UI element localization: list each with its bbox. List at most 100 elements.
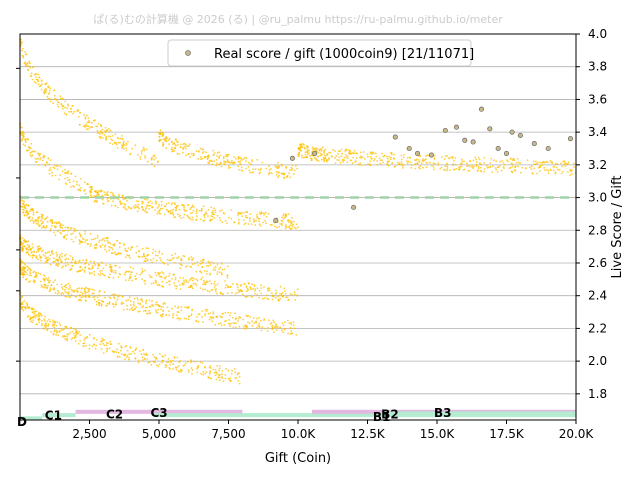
score-dot (42, 253, 45, 256)
score-dot (475, 158, 477, 161)
score-dot (376, 163, 378, 166)
rank-label-text: B1 (373, 410, 391, 424)
score-dot (520, 171, 522, 174)
score-dot (277, 161, 279, 164)
score-dot (92, 337, 95, 340)
score-dot (57, 101, 60, 104)
score-dot (126, 270, 128, 273)
y-tick-label: 3.4 (588, 125, 607, 139)
score-dot (161, 313, 164, 316)
score-dot (276, 165, 279, 168)
score-dot (29, 66, 31, 69)
score-dot (202, 148, 205, 151)
score-dot (35, 251, 38, 254)
score-dot (146, 306, 149, 309)
score-dot (95, 125, 97, 128)
score-dot (238, 291, 241, 293)
score-dot (111, 194, 114, 197)
score-dot (243, 283, 246, 285)
score-dot (258, 172, 261, 175)
score-dot (109, 273, 111, 275)
score-dot (414, 167, 417, 170)
score-dot (105, 305, 107, 307)
score-dot (293, 173, 295, 175)
score-dot (160, 138, 163, 141)
score-dot (190, 206, 193, 209)
score-dot (188, 217, 191, 220)
score-dot (179, 146, 182, 149)
score-dot (105, 135, 108, 138)
score-dot (90, 243, 92, 246)
score-dot (354, 161, 356, 163)
score-dot (41, 320, 43, 322)
real-score-point (392, 134, 398, 140)
score-dot (158, 132, 161, 134)
score-dot (284, 321, 286, 323)
score-dot (212, 316, 215, 319)
score-dot (191, 216, 194, 219)
score-dot (47, 157, 49, 160)
score-dot (87, 121, 90, 124)
score-dot (306, 153, 309, 156)
score-dot (446, 169, 449, 172)
score-dot (291, 217, 293, 219)
score-dot (196, 366, 199, 368)
score-dot (463, 160, 465, 163)
score-dot (181, 203, 184, 206)
score-dot (23, 273, 25, 276)
score-dot (416, 163, 419, 165)
score-dot (88, 333, 91, 336)
score-dot (26, 137, 29, 140)
score-dot (191, 279, 194, 282)
score-dot (96, 339, 98, 341)
score-dot (67, 282, 70, 285)
score-dot (108, 249, 110, 252)
score-dot (82, 345, 85, 348)
score-dot (255, 320, 257, 323)
score-dot (202, 370, 205, 373)
score-dot (37, 223, 40, 226)
credit-text: ぱ(る)むの計算機 @ 2026 (る) | @ru_palmu https:/… (93, 12, 503, 26)
score-dot (73, 185, 75, 188)
score-dot (74, 175, 77, 178)
score-dot (74, 334, 76, 337)
score-dot (42, 249, 44, 252)
score-dot (252, 287, 254, 290)
score-dot (94, 295, 97, 297)
score-dot (84, 241, 86, 244)
score-dot (135, 306, 138, 309)
score-dot (165, 275, 168, 278)
score-dot (100, 135, 102, 138)
score-dot (25, 53, 28, 56)
score-dot (77, 116, 80, 118)
score-dot (62, 105, 65, 108)
score-dot (298, 154, 301, 157)
score-dot (167, 202, 170, 204)
rank-label-text: B2 (381, 407, 399, 421)
score-dot (32, 222, 35, 224)
score-dot (58, 330, 61, 333)
score-dot (402, 156, 405, 159)
score-dot (525, 167, 527, 170)
score-dot (192, 218, 194, 221)
score-dot (177, 256, 180, 259)
score-dot (285, 215, 287, 218)
score-dot (210, 215, 213, 217)
score-dot (41, 83, 43, 86)
score-dot (33, 315, 36, 317)
score-dot (66, 176, 69, 179)
score-dot (88, 190, 91, 193)
score-dot (255, 213, 258, 216)
score-dot (76, 287, 79, 290)
score-dot (274, 323, 277, 326)
score-dot (49, 254, 51, 256)
score-dot (55, 334, 57, 336)
score-dot (37, 73, 40, 76)
score-dot (214, 369, 217, 371)
score-dot (209, 312, 212, 314)
score-dot (175, 287, 178, 290)
score-dot (150, 158, 153, 161)
score-dot (249, 287, 252, 289)
score-dot (84, 192, 87, 195)
